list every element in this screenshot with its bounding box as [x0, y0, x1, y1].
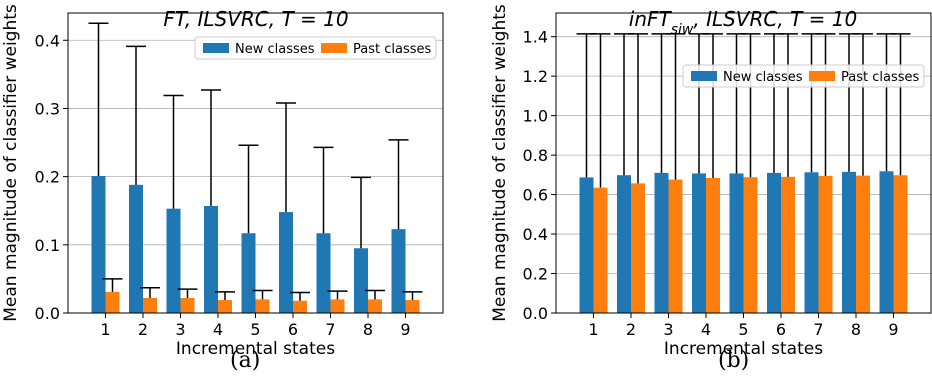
chart1-bar-past [218, 300, 232, 313]
chart1-ylabel: Mean magnitude of classifier weights [1, 4, 21, 322]
chart2-ytick-label: 0.8 [523, 146, 548, 165]
chart1-legend-swatch [321, 43, 347, 53]
chart1-xtick-label: 4 [213, 320, 223, 339]
chart2-bar-past [706, 178, 720, 313]
chart1-xtick-label: 5 [250, 320, 260, 339]
chart2-title: inFTsiw, ILSVRC, T = 10 [629, 7, 857, 38]
chart2-ytick-label: 0.2 [523, 265, 548, 284]
chart2-bar-new [654, 172, 669, 313]
chart1-xtick-label: 8 [363, 320, 373, 339]
chart1-bar-past [293, 300, 307, 313]
chart1-legend-label: New classes [235, 42, 315, 57]
chart1-xtick-label: 7 [325, 320, 335, 339]
chart2-bar-past [856, 175, 870, 313]
chart1-bar-past [143, 298, 157, 313]
chart1-bar-new [279, 212, 293, 313]
chart2-xtick-label: 3 [663, 320, 673, 339]
chart1-legend-box [194, 36, 437, 60]
chart2-xtick-label: 1 [588, 320, 598, 339]
chart2-bar-past [818, 175, 833, 313]
chart1-bar-past [180, 298, 195, 313]
chart2-bar-past [781, 176, 795, 313]
chart1-ytick-label: 0.4 [35, 31, 60, 50]
chart1-bar-past [255, 299, 270, 313]
chart1-bar-new [391, 229, 406, 313]
chart2-xtick-label: 6 [776, 320, 786, 339]
chart2-ytick-label: 0.4 [523, 225, 548, 244]
chart1-xtick-label: 1 [100, 320, 110, 339]
chart2-legend-swatch [691, 71, 717, 81]
chart1-xlabel: Incremental states [176, 339, 335, 359]
chart2-ytick-label: 1.4 [523, 28, 548, 47]
caption-a: (a) [230, 348, 261, 373]
chart2-bar-new [692, 173, 706, 313]
chart1-bar-new [129, 184, 143, 313]
chart1-bar-new [316, 233, 331, 313]
chart1-bar-new [354, 248, 368, 313]
chart2-legend-box [682, 64, 925, 88]
caption-b: (b) [718, 348, 750, 373]
chart2-bar-past [593, 187, 608, 313]
chart2-bar-new [579, 177, 594, 313]
chart2-bar-past [743, 177, 758, 313]
chart2-xtick-label: 4 [701, 320, 711, 339]
chart2-legend-label: New classes [723, 70, 803, 85]
chart1-legend-swatch [203, 43, 229, 53]
chart2-bar-past [631, 183, 645, 313]
chart1-bar-past [105, 291, 120, 313]
chart2-bar-new [804, 172, 819, 313]
chart2-xtick-label: 9 [888, 320, 898, 339]
chart2-ytick-label: 0.0 [523, 304, 548, 323]
chart1-bar-past [405, 300, 420, 313]
chart2-bar-new [767, 172, 781, 313]
chart2-bar-new [842, 171, 856, 313]
chart1-ytick-label: 0.0 [35, 304, 60, 323]
chart1-title: FT, ILSVRC, T = 10 [163, 7, 348, 31]
chart2-bar-new [617, 175, 631, 313]
chart2-ytick-label: 0.6 [523, 186, 548, 205]
chart1-legend-label: Past classes [353, 42, 431, 57]
chart2-ylabel: Mean magnitude of classifier weights [490, 4, 510, 322]
chart2-xtick-label: 7 [813, 320, 823, 339]
chart1-bar-new [204, 205, 218, 313]
chart1-xtick-label: 2 [138, 320, 148, 339]
chart2-xlabel: Incremental states [664, 339, 823, 359]
chart1-bar-new [91, 175, 106, 313]
chart2-xtick-label: 2 [626, 320, 636, 339]
chart2-bar-past [893, 175, 908, 313]
chart2-xtick-label: 5 [738, 320, 748, 339]
chart1-xtick-label: 3 [175, 320, 185, 339]
chart1-ytick-label: 0.2 [35, 168, 60, 187]
chart2-ytick-label: 1.0 [523, 107, 548, 126]
chart1-bar-new [241, 233, 256, 313]
chart1-xtick-label: 6 [288, 320, 298, 339]
chart1-bar-new [166, 208, 181, 313]
chart2-xtick-label: 8 [851, 320, 861, 339]
chart2-legend-label: Past classes [841, 70, 919, 85]
chart2-ytick-label: 1.2 [523, 67, 548, 86]
chart1-bar-past [368, 299, 382, 313]
chart1-xtick-label: 9 [400, 320, 410, 339]
chart1-bar-past [330, 299, 345, 313]
chart2-legend-swatch [809, 71, 835, 81]
chart1-ytick-label: 0.1 [35, 236, 60, 255]
chart2-bar-past [668, 179, 683, 313]
chart1-ytick-label: 0.3 [35, 99, 60, 118]
chart2-bar-new [729, 173, 744, 313]
chart2-bar-new [879, 171, 894, 313]
